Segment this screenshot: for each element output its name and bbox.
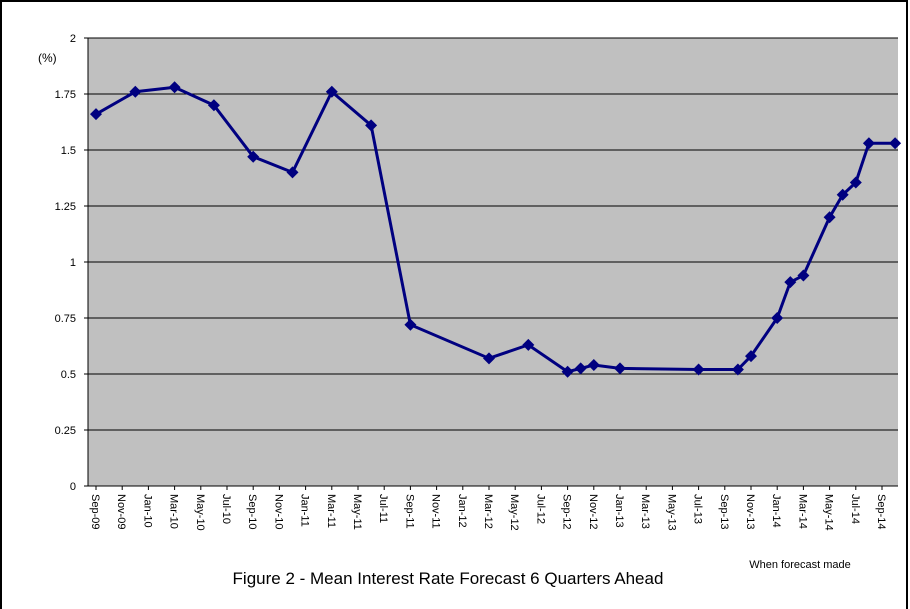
x-tick-label: Jan-14 (770, 494, 782, 528)
x-tick-label: Nov-13 (744, 494, 756, 529)
marker (771, 312, 784, 324)
x-tick-label: Mar-11 (325, 494, 337, 528)
x-tick-label: Sep-12 (561, 494, 573, 529)
marker (614, 362, 626, 375)
marker (745, 350, 757, 363)
marker (90, 108, 102, 121)
x-tick-label: Mar-12 (482, 494, 494, 529)
y-tick-label: 1.25 (55, 201, 76, 213)
marker (561, 365, 574, 378)
marker (574, 362, 587, 375)
x-axis-label: When forecast made (749, 559, 851, 571)
x-tick-label: Jul-14 (849, 494, 861, 524)
marker (849, 176, 862, 189)
x-tick-label: Mar-14 (796, 494, 808, 529)
marker (587, 359, 600, 372)
marker (731, 363, 744, 376)
marker (325, 85, 338, 98)
x-tick-label: Sep-13 (718, 494, 730, 529)
marker (129, 85, 142, 98)
x-tick-label: May-13 (665, 494, 677, 531)
x-tick-label: Sep-10 (246, 494, 258, 529)
marker (823, 211, 836, 224)
x-tick-label: Jan-11 (299, 494, 311, 527)
x-tick-label: May-11 (351, 494, 363, 530)
x-tick-label: Jul-11 (377, 494, 389, 523)
y-axis-label: (%) (38, 51, 57, 65)
y-tick-label: 1.75 (55, 89, 76, 101)
x-tick-label: Nov-10 (272, 494, 284, 529)
x-tick-label: Mar-13 (639, 494, 651, 529)
x-tick-label: May-14 (823, 494, 835, 531)
y-tick-label: 1.5 (61, 145, 76, 157)
x-tick-label: Sep-14 (875, 494, 887, 529)
x-tick-label: Jan-12 (456, 494, 468, 528)
line (95, 85, 896, 374)
marker (483, 352, 495, 365)
x-tick-label: Jul-10 (220, 494, 232, 524)
marker (836, 188, 849, 201)
y-tick-label: 0.25 (55, 425, 76, 437)
x-tick-label: Mar-10 (168, 494, 180, 529)
marker (862, 137, 875, 150)
x-tick-label: May-12 (508, 494, 520, 531)
x-tick-label: Jan-10 (141, 494, 153, 528)
x-tick-label: Jul-12 (534, 494, 546, 524)
x-tick-label: Sep-09 (89, 494, 101, 529)
marker (889, 137, 902, 150)
x-tick-label: Nov-12 (587, 494, 599, 529)
y-tick-label: 0.75 (55, 313, 76, 325)
marker (692, 363, 705, 376)
marker (522, 338, 535, 351)
marker (168, 81, 181, 94)
plot-area (88, 37, 898, 487)
chart-title: Figure 2 - Mean Interest Rate Forecast 6… (233, 569, 664, 588)
y-tick-label: 1 (70, 257, 76, 269)
x-tick-label: Nov-09 (115, 494, 127, 529)
marker (797, 269, 810, 282)
y-tick-label: 0.5 (61, 369, 76, 381)
x-tick-label: Nov-11 (430, 494, 442, 529)
marker (365, 119, 378, 132)
y-tick-label: 2 (70, 33, 76, 45)
x-tick-label: Jan-13 (613, 494, 625, 528)
marker (784, 276, 797, 289)
x-tick-label: May-10 (194, 494, 206, 531)
x-tick-label: Jul-13 (692, 494, 704, 524)
marker (286, 166, 299, 179)
marker (247, 150, 260, 163)
marker (207, 99, 220, 112)
y-tick-label: 0 (70, 481, 76, 493)
marker (404, 318, 417, 331)
x-tick-label: Sep-11 (403, 494, 415, 529)
